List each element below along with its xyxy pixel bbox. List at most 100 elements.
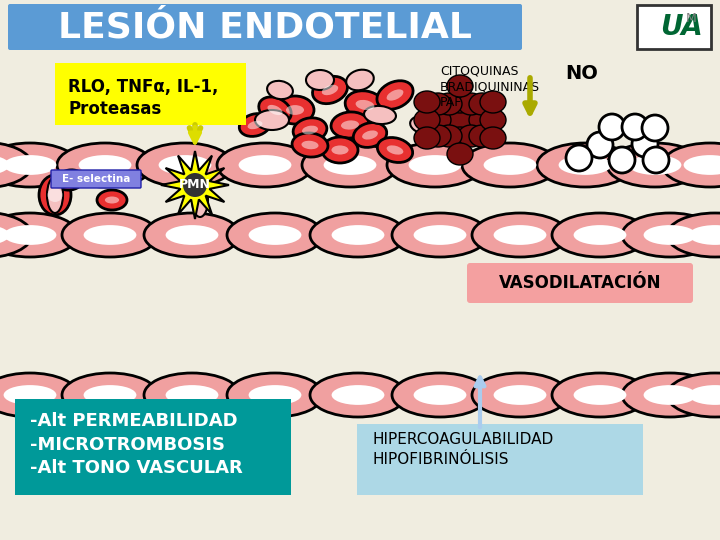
Ellipse shape bbox=[364, 106, 396, 124]
Ellipse shape bbox=[425, 125, 451, 147]
Ellipse shape bbox=[436, 125, 462, 147]
Ellipse shape bbox=[346, 70, 374, 90]
Ellipse shape bbox=[56, 170, 84, 190]
Ellipse shape bbox=[0, 213, 78, 257]
Text: VASODILATACIÓN: VASODILATACIÓN bbox=[499, 274, 661, 292]
Ellipse shape bbox=[292, 133, 328, 157]
Ellipse shape bbox=[248, 385, 302, 405]
Ellipse shape bbox=[144, 373, 240, 417]
Ellipse shape bbox=[310, 373, 406, 417]
Ellipse shape bbox=[447, 143, 473, 165]
Ellipse shape bbox=[644, 385, 696, 405]
Text: UA: UA bbox=[660, 13, 703, 41]
Ellipse shape bbox=[469, 109, 495, 131]
Ellipse shape bbox=[332, 385, 384, 405]
Ellipse shape bbox=[345, 91, 385, 119]
Ellipse shape bbox=[57, 143, 153, 187]
Ellipse shape bbox=[688, 385, 720, 405]
Ellipse shape bbox=[84, 225, 136, 245]
Ellipse shape bbox=[599, 114, 625, 140]
Ellipse shape bbox=[607, 143, 703, 187]
Ellipse shape bbox=[552, 213, 648, 257]
Ellipse shape bbox=[0, 373, 78, 417]
Ellipse shape bbox=[587, 132, 613, 158]
Ellipse shape bbox=[310, 213, 406, 257]
Ellipse shape bbox=[302, 143, 398, 187]
Ellipse shape bbox=[356, 100, 374, 110]
Ellipse shape bbox=[377, 81, 413, 109]
Ellipse shape bbox=[472, 213, 568, 257]
Ellipse shape bbox=[62, 373, 158, 417]
Ellipse shape bbox=[413, 225, 467, 245]
Ellipse shape bbox=[248, 121, 262, 129]
FancyBboxPatch shape bbox=[55, 63, 246, 125]
Ellipse shape bbox=[166, 385, 218, 405]
Ellipse shape bbox=[472, 373, 568, 417]
Ellipse shape bbox=[387, 90, 403, 100]
Ellipse shape bbox=[97, 190, 127, 210]
Ellipse shape bbox=[387, 145, 403, 154]
Ellipse shape bbox=[238, 155, 292, 175]
Ellipse shape bbox=[458, 93, 484, 115]
Ellipse shape bbox=[469, 125, 495, 147]
Ellipse shape bbox=[392, 373, 488, 417]
Text: E- selectina: E- selectina bbox=[62, 174, 130, 184]
Ellipse shape bbox=[447, 127, 473, 149]
Ellipse shape bbox=[410, 116, 440, 134]
Ellipse shape bbox=[609, 147, 635, 173]
Ellipse shape bbox=[84, 385, 136, 405]
Ellipse shape bbox=[413, 385, 467, 405]
Ellipse shape bbox=[302, 141, 318, 149]
Ellipse shape bbox=[414, 109, 440, 131]
Text: RLO, TNFα, IL-1,
Proteasas: RLO, TNFα, IL-1, Proteasas bbox=[68, 78, 218, 118]
Ellipse shape bbox=[667, 373, 720, 417]
Ellipse shape bbox=[494, 385, 546, 405]
Ellipse shape bbox=[217, 143, 313, 187]
Ellipse shape bbox=[667, 213, 720, 257]
Ellipse shape bbox=[166, 225, 218, 245]
Ellipse shape bbox=[362, 131, 378, 139]
Ellipse shape bbox=[469, 93, 495, 115]
Ellipse shape bbox=[0, 143, 78, 187]
Ellipse shape bbox=[447, 75, 473, 97]
Ellipse shape bbox=[392, 213, 488, 257]
Ellipse shape bbox=[4, 385, 56, 405]
Ellipse shape bbox=[192, 183, 208, 217]
Ellipse shape bbox=[462, 143, 558, 187]
Ellipse shape bbox=[559, 155, 611, 175]
Ellipse shape bbox=[258, 97, 291, 123]
Ellipse shape bbox=[4, 225, 56, 245]
Ellipse shape bbox=[332, 225, 384, 245]
Ellipse shape bbox=[331, 112, 369, 138]
Ellipse shape bbox=[0, 225, 9, 245]
Ellipse shape bbox=[48, 188, 63, 202]
Ellipse shape bbox=[322, 85, 338, 95]
Text: HIPERCOAGULABILIDAD
HIPOFIBRINÓLISIS: HIPERCOAGULABILIDAD HIPOFIBRINÓLISIS bbox=[372, 432, 553, 467]
Ellipse shape bbox=[0, 212, 32, 258]
Text: M: M bbox=[685, 11, 696, 24]
Ellipse shape bbox=[63, 177, 76, 184]
Ellipse shape bbox=[248, 225, 302, 245]
Text: NO: NO bbox=[565, 64, 598, 83]
Ellipse shape bbox=[574, 385, 626, 405]
Ellipse shape bbox=[227, 213, 323, 257]
Ellipse shape bbox=[683, 155, 720, 175]
FancyBboxPatch shape bbox=[8, 4, 522, 50]
Ellipse shape bbox=[323, 155, 377, 175]
Ellipse shape bbox=[566, 145, 592, 171]
Ellipse shape bbox=[312, 76, 348, 104]
Ellipse shape bbox=[331, 145, 348, 154]
FancyBboxPatch shape bbox=[467, 263, 693, 303]
Ellipse shape bbox=[662, 143, 720, 187]
Ellipse shape bbox=[425, 109, 451, 131]
Ellipse shape bbox=[622, 373, 718, 417]
Ellipse shape bbox=[436, 93, 462, 115]
Ellipse shape bbox=[377, 138, 413, 163]
Ellipse shape bbox=[267, 105, 282, 115]
Ellipse shape bbox=[644, 225, 696, 245]
Ellipse shape bbox=[629, 155, 681, 175]
Ellipse shape bbox=[409, 155, 462, 175]
Ellipse shape bbox=[447, 109, 473, 131]
Ellipse shape bbox=[39, 175, 71, 215]
Ellipse shape bbox=[458, 125, 484, 147]
